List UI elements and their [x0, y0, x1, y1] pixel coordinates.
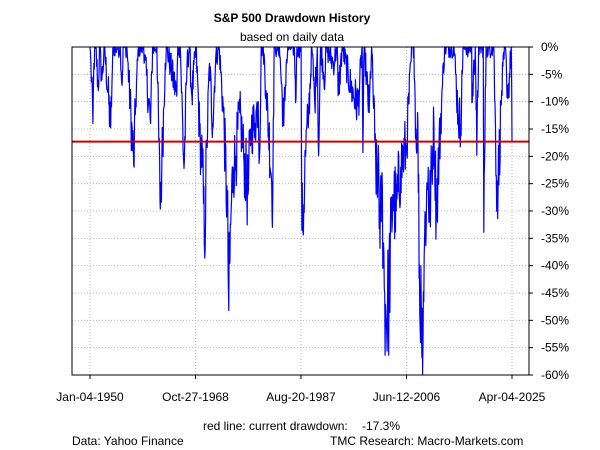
y-tick-label: -35%: [541, 231, 569, 245]
x-tick-label: Oct-27-1968: [162, 390, 229, 404]
y-tick-label: -15%: [541, 122, 569, 136]
y-tick-label: -20%: [541, 149, 569, 163]
x-tick-label: Aug-20-1987: [266, 390, 336, 404]
chart-subtitle: based on daily data: [240, 30, 344, 44]
y-tick-label: -45%: [541, 286, 569, 300]
credit-label: TMC Research: Macro-Markets.com: [330, 434, 523, 448]
x-axis: Jan-04-1950 Oct-27-1968 Aug-20-1987 Jun-12-…: [56, 375, 546, 404]
y-tick-label: -5%: [541, 67, 563, 81]
y-tick-label: -25%: [541, 177, 569, 191]
drawdown-series-line: [89, 46, 513, 376]
y-tick-label: -60%: [541, 368, 569, 382]
y-tick-label: -55%: [541, 341, 569, 355]
red-line-label: red line: current drawdown:: [203, 419, 348, 433]
y-tick-label: -40%: [541, 259, 569, 273]
data-source-label: Data: Yahoo Finance: [72, 434, 184, 448]
x-tick-label: Jan-04-1950: [56, 390, 124, 404]
y-tick-label: -10%: [541, 95, 569, 109]
grid-lines: [72, 47, 529, 375]
x-tick-label: Jun-12-2006: [373, 390, 441, 404]
current-drawdown-value: -17.3%: [362, 419, 400, 433]
y-tick-label: -50%: [541, 313, 569, 327]
y-axis: 0% -5% -10% -15% -20% -25% -30% -35% -40% -45% -50…: [529, 40, 569, 382]
chart-title: S&P 500 Drawdown History: [214, 11, 371, 25]
y-tick-label: 0%: [541, 40, 559, 54]
y-tick-label: -30%: [541, 204, 569, 218]
x-tick-label: Apr-04-2025: [479, 390, 546, 404]
